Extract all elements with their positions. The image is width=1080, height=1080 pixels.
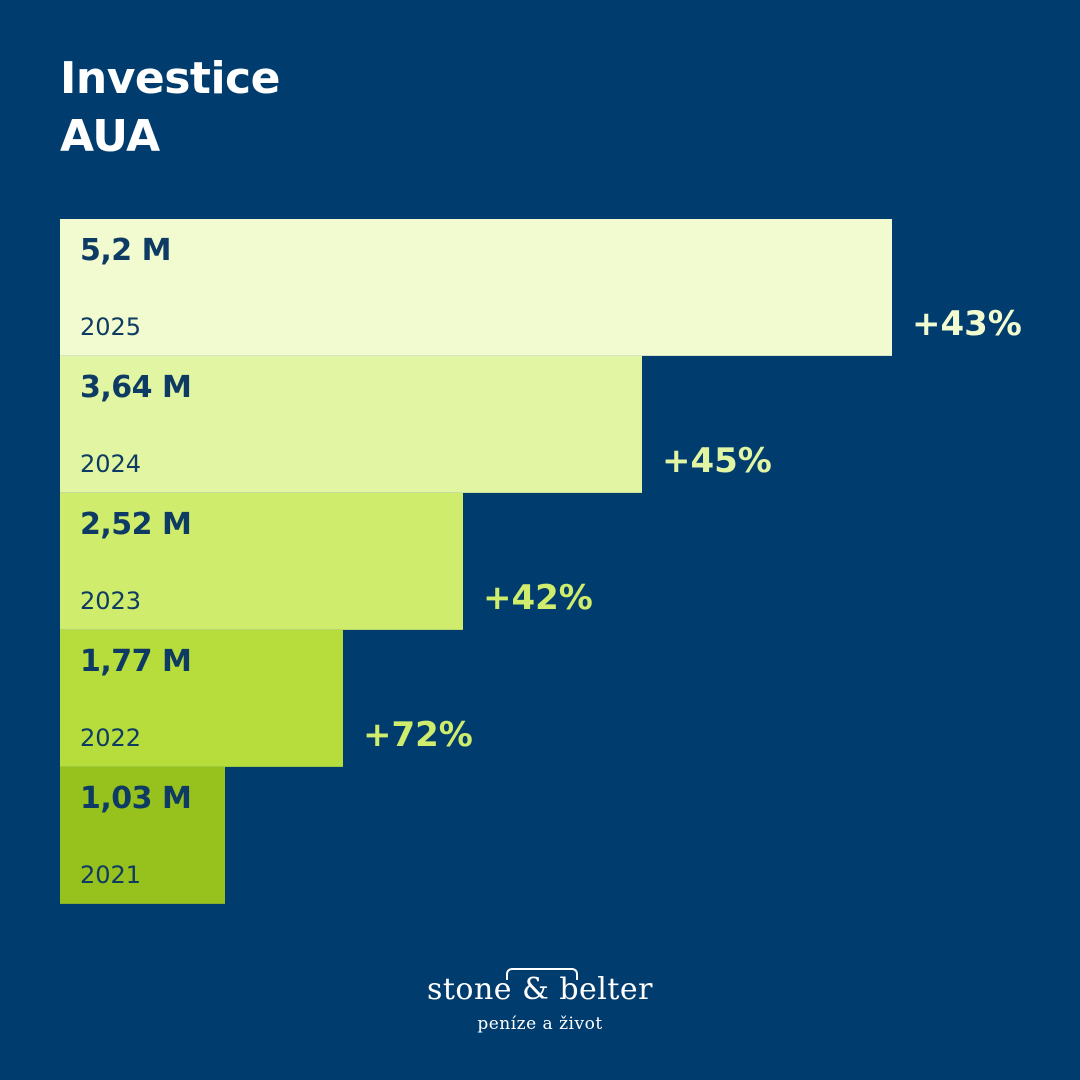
bar-year-label: 2022 [80, 724, 142, 752]
growth-label-2024: +45% [662, 441, 772, 481]
bar-2022: 1,77 M 2022 [60, 630, 343, 767]
logo-name: stone & belter [426, 972, 654, 1007]
bar-value-label: 1,77 M [80, 644, 192, 679]
chart-title-line-1: Investice [60, 53, 280, 104]
logo-wordmark: stone & belter [427, 968, 653, 1012]
growth-label-2025: +43% [912, 304, 1022, 344]
bar-2025: 5,2 M 2025 [60, 219, 892, 356]
bar-year-label: 2025 [80, 313, 142, 341]
bar-value-label: 2,52 M [80, 507, 192, 542]
bar-year-label: 2023 [80, 587, 142, 615]
bar-2021: 1,03 M 2021 [60, 767, 225, 904]
chart-title-line-2: AUA [60, 111, 160, 162]
growth-label-2023: +42% [483, 578, 593, 618]
bar-value-label: 3,64 M [80, 370, 192, 405]
bar-2024: 3,64 M 2024 [60, 356, 642, 493]
logo-tagline: peníze a život [477, 1014, 603, 1034]
bar-value-label: 5,2 M [80, 233, 171, 268]
logo-bracket-icon [505, 968, 578, 980]
chart-title: Investice AUA [60, 50, 280, 166]
growth-label-2022: +72% [363, 715, 473, 755]
bar-year-label: 2021 [80, 861, 142, 889]
bar-year-label: 2024 [80, 450, 142, 478]
brand-logo: stone & belter peníze a život [0, 968, 1080, 1036]
bar-2023: 2,52 M 2023 [60, 493, 463, 630]
bar-value-label: 1,03 M [80, 781, 192, 816]
